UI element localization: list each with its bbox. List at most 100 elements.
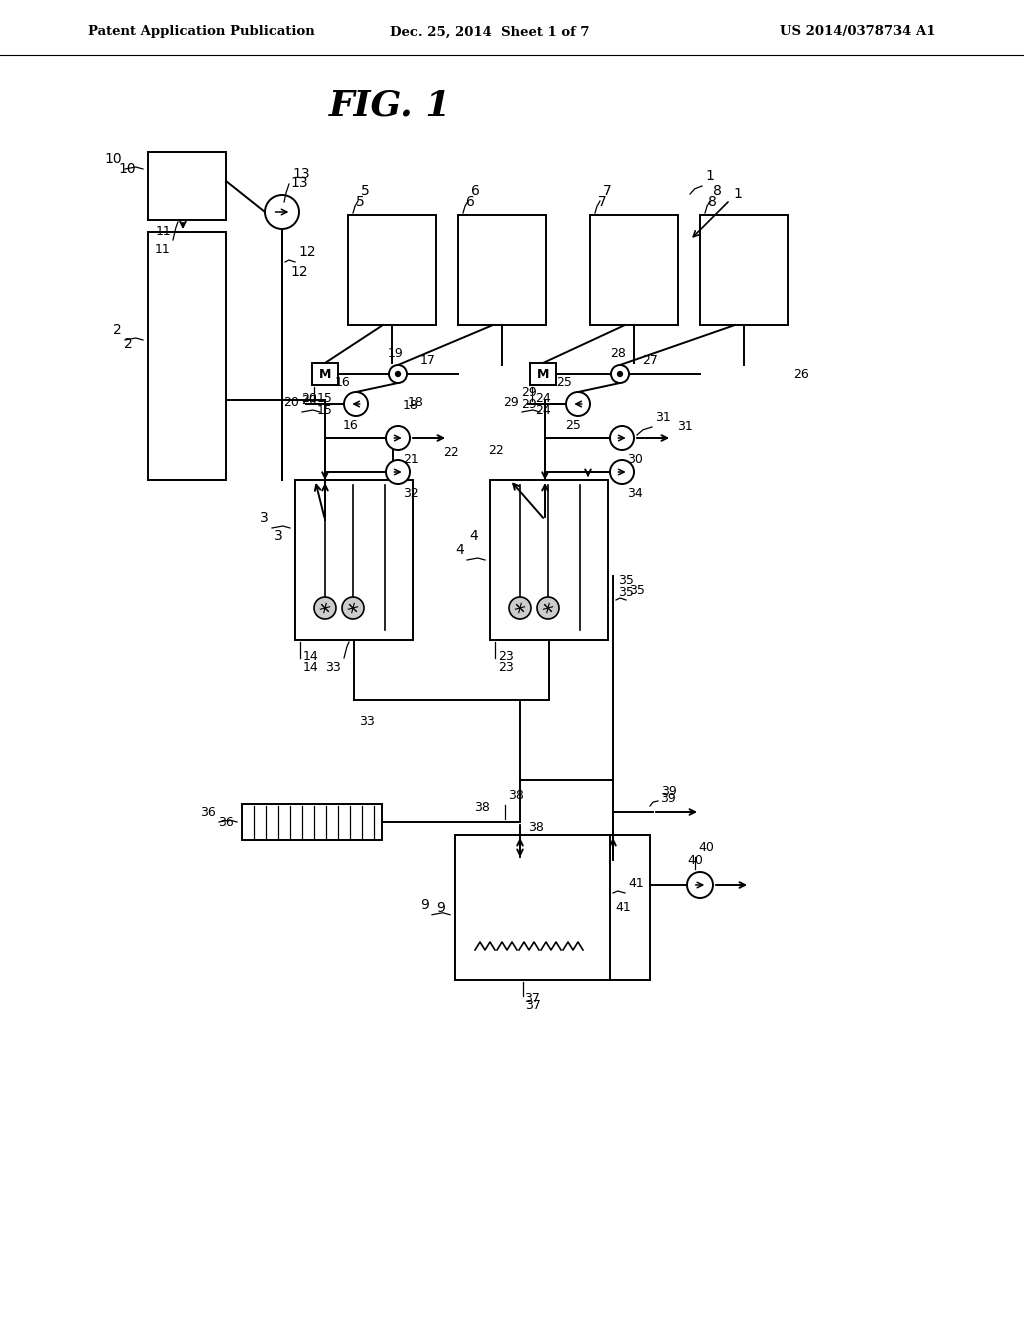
Text: Patent Application Publication: Patent Application Publication [88,25,314,38]
Bar [700,215,788,325]
Text: 20: 20 [301,393,317,407]
Text: 20: 20 [283,396,299,409]
Text: 39: 39 [660,792,676,805]
Text: 16: 16 [334,376,350,389]
Bar [455,836,650,979]
Text: 18: 18 [408,396,424,409]
Bar [490,480,608,640]
Text: 2: 2 [114,323,122,337]
Text: 18: 18 [403,399,419,412]
Bar [242,804,382,840]
Text: 15: 15 [317,404,333,417]
Text: 12: 12 [290,265,307,279]
Text: 7: 7 [603,183,611,198]
Circle shape [610,459,634,484]
Text: 29: 29 [503,396,519,409]
Text: 23: 23 [498,661,514,675]
Text: 41: 41 [615,902,631,913]
Circle shape [566,392,590,416]
Text: 27: 27 [642,354,657,367]
Text: FIG. 1: FIG. 1 [329,88,452,121]
Text: Dec. 25, 2014  Sheet 1 of 7: Dec. 25, 2014 Sheet 1 of 7 [390,25,590,38]
Text: 22: 22 [488,444,504,457]
Text: 1: 1 [705,169,714,183]
Bar [530,363,556,385]
Text: 34: 34 [627,487,643,500]
Text: 15: 15 [317,392,333,405]
Bar [312,363,338,385]
Text: 35: 35 [618,586,634,598]
Text: 25: 25 [565,418,581,432]
Text: 11: 11 [156,224,171,238]
Text: 3: 3 [260,511,269,525]
Text: 31: 31 [677,420,693,433]
Text: 13: 13 [290,176,307,190]
Text: 5: 5 [356,195,365,209]
Text: 6: 6 [471,183,480,198]
Text: M: M [318,367,331,380]
Text: 33: 33 [359,715,375,729]
Text: 40: 40 [698,841,714,854]
Text: 20: 20 [301,392,317,405]
Text: 7: 7 [598,195,607,209]
Text: 32: 32 [403,487,419,500]
Text: 23: 23 [498,649,514,663]
Text: 25: 25 [556,376,572,389]
Text: 17: 17 [420,354,436,367]
Text: 28: 28 [610,347,626,360]
Text: 33: 33 [326,661,341,675]
Bar [590,215,678,325]
Circle shape [344,392,368,416]
Text: 4: 4 [469,529,478,543]
Text: M: M [537,367,549,380]
Text: 31: 31 [655,411,671,424]
Text: 14: 14 [303,661,318,675]
Text: 37: 37 [525,999,542,1012]
Text: 26: 26 [793,367,809,380]
Text: 40: 40 [687,854,702,867]
Text: 11: 11 [155,243,170,256]
Circle shape [386,459,410,484]
Text: US 2014/0378734 A1: US 2014/0378734 A1 [780,25,936,38]
Text: 29: 29 [521,397,537,411]
Bar [148,232,226,480]
Text: 36: 36 [201,807,216,818]
Text: 13: 13 [292,168,309,181]
Circle shape [314,597,336,619]
Bar [295,480,413,640]
Text: 2: 2 [124,337,133,351]
Text: 36: 36 [218,816,234,829]
Circle shape [395,371,401,378]
Text: 29: 29 [521,385,537,399]
Text: 12: 12 [298,246,315,259]
Text: 21: 21 [403,453,419,466]
Text: 9: 9 [420,898,429,912]
Text: 38: 38 [508,789,524,803]
Bar [148,152,226,220]
Text: 35: 35 [629,583,645,597]
Text: 35: 35 [618,573,634,586]
Text: 4: 4 [456,543,464,557]
Text: 1: 1 [733,187,742,201]
Text: 24: 24 [535,404,551,417]
Circle shape [342,597,364,619]
Text: 10: 10 [119,162,136,176]
Text: 30: 30 [627,453,643,466]
Bar [458,215,546,325]
Text: 14: 14 [303,649,318,663]
Text: 5: 5 [361,183,370,198]
Text: 9: 9 [436,900,445,915]
Text: 22: 22 [443,446,460,458]
Circle shape [509,597,531,619]
Text: 38: 38 [474,801,490,814]
Text: 39: 39 [662,785,677,799]
Text: 41: 41 [628,876,644,890]
Circle shape [386,426,410,450]
Text: 24: 24 [536,392,551,405]
Bar [348,215,436,325]
Text: 37: 37 [524,993,541,1005]
Text: 19: 19 [388,347,403,360]
Text: 38: 38 [528,821,544,834]
Circle shape [389,366,407,383]
Circle shape [616,371,624,378]
